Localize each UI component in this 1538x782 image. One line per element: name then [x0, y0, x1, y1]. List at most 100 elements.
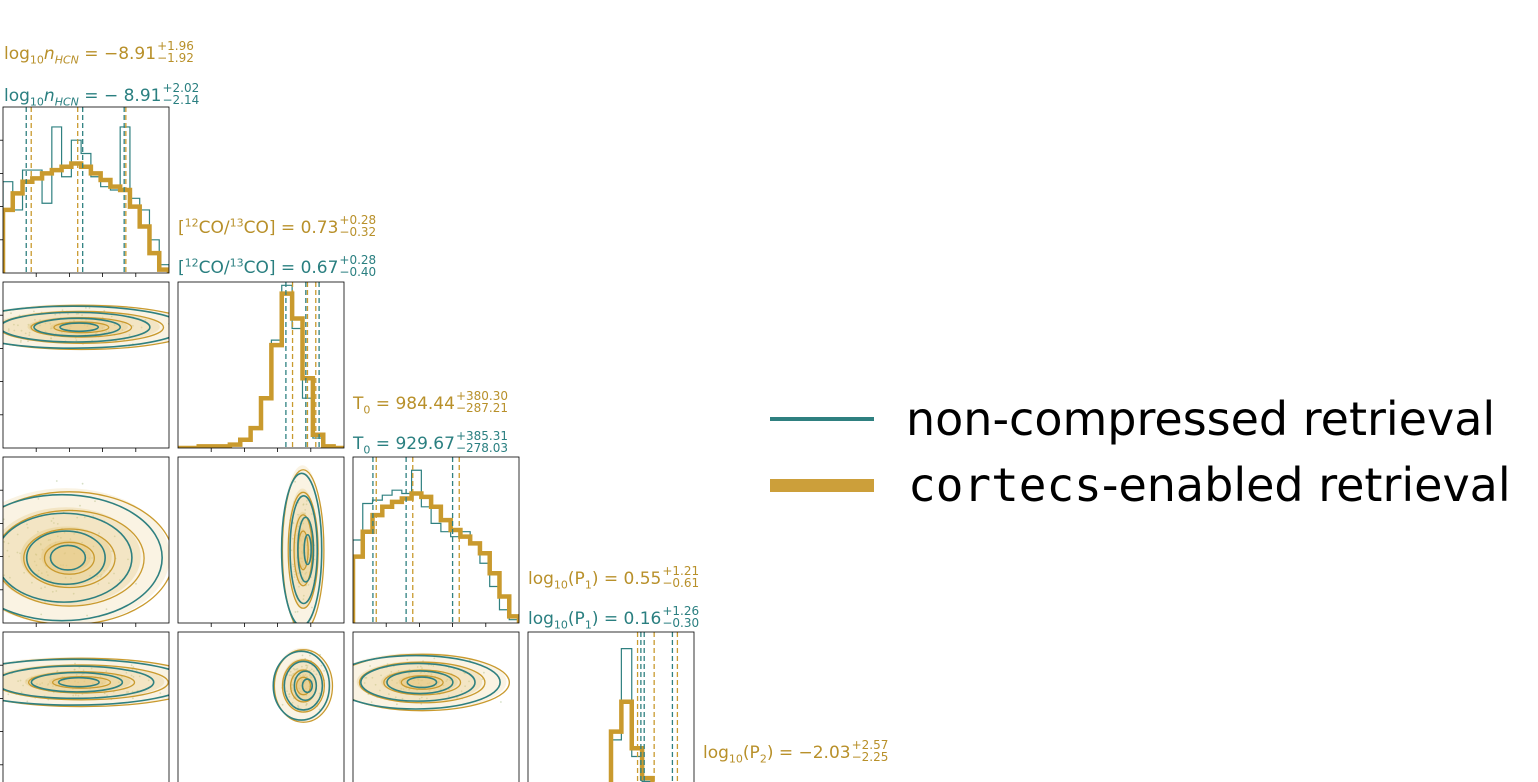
density-hcn-co_ratio-point — [121, 329, 124, 331]
density-co_ratio-p1-point — [293, 677, 295, 680]
density-hcn-co_ratio-point — [113, 324, 116, 326]
density-co_ratio-t0-point — [298, 547, 301, 549]
density-t0-p1-point — [388, 693, 390, 695]
hist-teal-t0 — [353, 469, 519, 623]
density-co_ratio-p1-contour-gold — [281, 659, 325, 713]
density-co_ratio-t0-point — [301, 544, 304, 546]
label-log-base: 10 — [29, 95, 44, 109]
label-name: (P — [742, 743, 760, 763]
label-p1-teal: log10(P1) = 0.16 +1.26 −0.30 — [528, 605, 699, 631]
hist-hcn-frame — [2, 106, 170, 274]
legend-line-teal — [770, 417, 874, 421]
label-isotope-13: 13 — [229, 256, 244, 270]
density-co_ratio-t0-contour-gold — [287, 491, 319, 609]
density-co_ratio-t0-point — [292, 537, 294, 540]
label-isotope-12: 12 — [184, 256, 199, 270]
density-hcn-p1-point — [74, 680, 76, 683]
hist-inner-p1 — [608, 632, 679, 782]
density-co_ratio-p1-point — [290, 674, 293, 677]
density-hcn-t0-point — [40, 613, 43, 616]
hist-hcn-axes — [0, 106, 170, 277]
density-hcn-t0-point — [47, 539, 50, 541]
label-name-sub: HCN — [54, 95, 79, 109]
label-isotope-13: 13 — [229, 216, 244, 230]
density-hcn-t0-contour-gold — [3, 491, 169, 623]
density-hcn-t0-point — [50, 520, 53, 522]
density-hcn-p1-contour-teal — [57, 676, 100, 688]
density-co_ratio-p1-point — [320, 664, 323, 667]
label-name-sub: 0 — [363, 403, 371, 417]
density-hcn-t0-frame — [2, 456, 170, 624]
density-t0-p1-point — [413, 679, 415, 681]
density-hcn-co_ratio-contour-gold — [3, 304, 169, 351]
density-hcn-co_ratio — [0, 281, 170, 452]
density-hcn-t0-point — [118, 579, 121, 581]
hist-panel-co_ratio — [177, 281, 345, 452]
density-hcn-t0-inner — [3, 480, 169, 623]
density-co_ratio-t0-point — [294, 611, 297, 613]
density-hcn-p1-point — [147, 679, 150, 682]
density-t0-p1-point — [437, 681, 439, 684]
density-co_ratio-p1-point — [292, 673, 294, 675]
density-hcn-co_ratio-point — [54, 313, 57, 316]
density-t0-p1-point — [446, 678, 449, 681]
density-hcn-t0-point — [56, 535, 59, 538]
density-hcn-p1-point — [101, 682, 104, 684]
label-lower-error: −278.03 — [455, 441, 508, 455]
density-co_ratio-t0-point — [297, 572, 299, 575]
label-equals: ) = — [591, 569, 624, 589]
density-hcn-t0-point — [53, 522, 55, 524]
density-t0-p1-point — [426, 682, 429, 685]
density-t0-p1-point — [391, 679, 393, 682]
density-hcn-co_ratio-point — [110, 315, 113, 318]
label-log: log — [528, 609, 554, 629]
density-hcn-p1-point — [73, 668, 76, 671]
label-t0-gold: T0 = 984.44 +380.30 −287.21 — [353, 390, 508, 417]
density-hcn-p1-contour-gold — [3, 657, 169, 708]
density-hcn-t0-point — [52, 517, 55, 520]
density-co_ratio-p1-point — [308, 685, 310, 688]
density-hcn-t0-point — [91, 557, 93, 559]
label-name: n — [43, 86, 55, 106]
density-t0-p1-contour-teal — [353, 654, 501, 710]
density-t0-p1-point — [420, 684, 422, 687]
density-co_ratio-t0-point — [305, 503, 308, 506]
density-t0-p1-point — [416, 666, 419, 668]
density-t0-p1-point — [421, 667, 423, 670]
density-hcn-co_ratio-point — [70, 325, 72, 327]
density-hcn-p1-point — [20, 691, 23, 694]
density-hcn-t0-point — [99, 575, 102, 578]
density-hcn-co_ratio-point — [77, 312, 79, 315]
label-name: T — [353, 394, 364, 414]
density-hcn-t0 — [0, 456, 170, 627]
density-co_ratio-p1-contour-teal — [293, 670, 318, 702]
density-co_ratio-t0-point — [304, 509, 307, 511]
density-hcn-t0-axes — [0, 456, 170, 627]
density-t0-p1-point — [371, 676, 374, 679]
density-hcn-co_ratio-point — [75, 339, 78, 342]
density-hcn-t0-point — [76, 516, 79, 519]
label-molecule: CO] = — [243, 218, 301, 238]
density-co_ratio-t0-point — [313, 558, 316, 561]
label-equals: = — [78, 86, 104, 106]
density-t0-p1-point — [432, 665, 435, 667]
legend-label-non-compressed: non-compressed retrieval — [906, 392, 1496, 446]
density-hcn-p1-point — [125, 671, 128, 674]
density-t0-p1-point — [396, 682, 398, 684]
density-hcn-t0-point — [113, 572, 115, 575]
label-lower-error: −0.32 — [339, 225, 377, 239]
density-co_ratio-p1-point — [292, 667, 295, 670]
density-hcn-t0-point — [45, 571, 48, 573]
density-hcn-p1-point — [127, 691, 130, 693]
density-hcn-p1-point — [36, 683, 38, 685]
density-co_ratio-t0-point — [294, 480, 296, 483]
density-co_ratio-p1-point — [310, 676, 313, 679]
density-t0-p1-point — [456, 696, 458, 699]
density-co_ratio-t0-point — [304, 579, 307, 582]
density-hcn-p1-point — [52, 678, 55, 680]
density-t0-p1-point — [468, 680, 470, 683]
density-t0-p1-point — [421, 679, 424, 682]
density-hcn-t0-point — [39, 558, 41, 560]
density-co_ratio-t0-inner — [280, 465, 325, 623]
density-t0-p1-point — [365, 676, 368, 679]
